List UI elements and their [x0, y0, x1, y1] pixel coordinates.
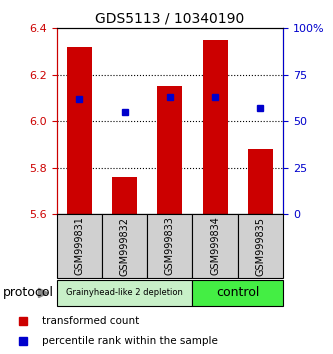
Text: GSM999833: GSM999833 [165, 217, 175, 275]
Bar [248, 149, 273, 214]
FancyBboxPatch shape [238, 214, 283, 278]
FancyBboxPatch shape [192, 214, 238, 278]
Text: GSM999832: GSM999832 [120, 217, 130, 275]
Text: GSM999834: GSM999834 [210, 217, 220, 275]
Text: protocol: protocol [3, 286, 54, 299]
Bar [112, 177, 137, 214]
FancyBboxPatch shape [147, 214, 192, 278]
Text: GSM999831: GSM999831 [74, 217, 84, 275]
Text: Grainyhead-like 2 depletion: Grainyhead-like 2 depletion [66, 289, 183, 297]
Title: GDS5113 / 10340190: GDS5113 / 10340190 [95, 12, 244, 26]
Bar [203, 40, 227, 214]
Text: GSM999835: GSM999835 [255, 217, 265, 275]
FancyBboxPatch shape [192, 280, 283, 306]
Bar [67, 47, 92, 214]
FancyBboxPatch shape [57, 214, 102, 278]
Bar [158, 86, 182, 214]
Text: control: control [216, 286, 259, 299]
Text: transformed count: transformed count [42, 316, 139, 326]
FancyBboxPatch shape [102, 214, 147, 278]
Text: percentile rank within the sample: percentile rank within the sample [42, 336, 217, 346]
FancyBboxPatch shape [57, 280, 192, 306]
